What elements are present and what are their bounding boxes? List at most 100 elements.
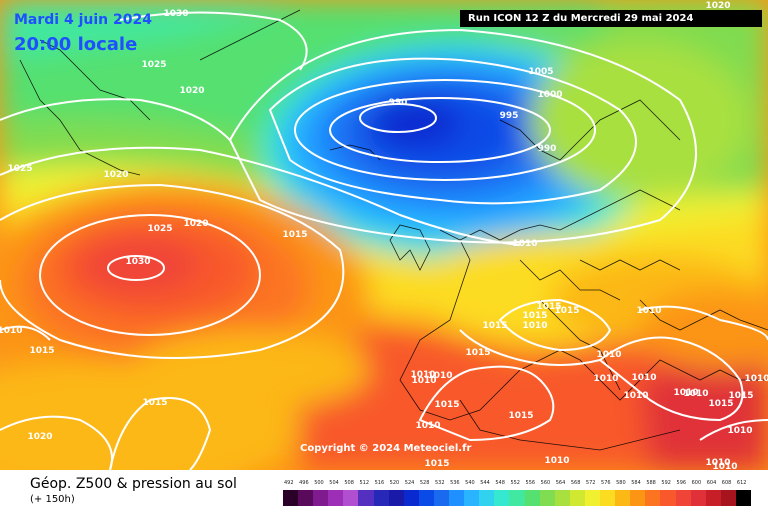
legend-tick-label: 520 <box>389 480 400 486</box>
forecast-date: Mardi 4 juin 2024 <box>14 12 152 28</box>
isobar-label: 1015 <box>522 311 547 321</box>
isobar-label: 1020 <box>705 1 730 11</box>
legend-tick-label: 540 <box>465 480 475 486</box>
isobar-label: 1020 <box>103 170 128 180</box>
legend-tick-label: 564 <box>555 480 566 486</box>
legend-color-cell <box>479 490 495 506</box>
isobar-label: 1015 <box>142 398 167 408</box>
legend-color-cell <box>630 490 646 506</box>
legend-color-cell <box>343 490 359 506</box>
isobar-label: 1025 <box>141 60 166 70</box>
isobar-label: 1015 <box>728 391 753 401</box>
legend-color-cell <box>313 490 329 506</box>
legend-color-cell <box>358 490 375 506</box>
legend-color-cell <box>524 490 541 506</box>
isobar-label: 1010 <box>712 462 737 470</box>
z500-color-field: 1030 1020 1025 1020 1005 1000 990 995 990 1025 102… <box>0 0 768 470</box>
isobar-label: 1010 <box>427 371 452 381</box>
isobar-label: 1010 <box>673 388 698 398</box>
legend-tick-label: 576 <box>601 480 611 486</box>
legend-color-cell <box>403 490 420 506</box>
isobar-label: 1010 <box>705 458 730 468</box>
legend-tick-label: 592 <box>661 480 671 486</box>
legend-tick-label: 500 <box>314 480 324 486</box>
isobar-label: 1015 <box>282 230 307 240</box>
legend-color-cell <box>433 490 450 506</box>
isobar-label: 1015 <box>536 302 561 312</box>
legend-color-cell <box>675 490 692 506</box>
forecast-lead-time: (+ 150h) <box>30 494 75 505</box>
legend-color-cell <box>705 490 722 506</box>
legend-tick-label: 552 <box>510 480 520 486</box>
isobar-label: 1010 <box>410 370 435 380</box>
legend-tick-label: 512 <box>359 480 370 486</box>
legend-color-cell <box>283 490 299 506</box>
legend-tick-label: 516 <box>374 480 385 486</box>
isobar-label: 1010 <box>596 350 621 360</box>
isobar-label: 1010 <box>744 374 768 384</box>
legend-tick-label: 568 <box>570 480 581 486</box>
legend-color-cell <box>464 490 480 506</box>
isobar-label: 1010 <box>631 373 656 383</box>
legend-color-cell <box>388 490 405 506</box>
isobar-label: 1015 <box>708 399 733 409</box>
legend-tick-label: 528 <box>419 480 430 486</box>
legend-tick-label: 580 <box>616 480 626 486</box>
model-run-banner: Run ICON 12 Z du Mercredi 29 mai 2024 <box>460 10 762 27</box>
legend-color-cell <box>298 490 314 506</box>
legend-color-cell <box>509 490 526 506</box>
product-title: Géop. Z500 & pression au sol <box>30 476 237 492</box>
isobar-label: 1010 <box>0 326 23 336</box>
isobar-label: 1010 <box>727 426 752 436</box>
isobar-label: 1010 <box>411 376 436 386</box>
isobar-label: 1020 <box>179 86 204 96</box>
legend-tick-label: 508 <box>344 480 354 486</box>
legend-tick-label: 572 <box>585 480 596 486</box>
isobar-label: 1010 <box>636 306 661 316</box>
legend-tick-label: 560 <box>540 480 551 486</box>
legend-tick-label: 596 <box>676 480 687 486</box>
color-scale-legend: 492 496 500 504 508 512 516 520 524 528 532 536 540 5… <box>283 470 752 512</box>
isobar-label: 995 <box>500 111 519 121</box>
legend-tick-label: 504 <box>329 480 339 486</box>
isobar-label: 1015 <box>554 306 579 316</box>
isobar-label: 1015 <box>465 348 490 358</box>
isobar-label: 1015 <box>434 400 459 410</box>
geopotential-map: 1030 1020 1025 1020 1005 1000 990 995 990 1025 102… <box>0 0 768 470</box>
legend-tick-label: 584 <box>631 480 641 486</box>
isobar-label: 990 <box>538 144 557 154</box>
legend-tick-label: 600 <box>691 480 702 486</box>
isobar-label: 1015 <box>482 321 507 331</box>
legend-color-cell <box>660 490 676 506</box>
legend-color-cell <box>554 490 571 506</box>
isobar-label: 1010 <box>593 374 618 384</box>
legend-color-cell <box>615 490 631 506</box>
coastlines <box>19 9 768 451</box>
legend-tick-label: 496 <box>299 480 309 486</box>
legend-color-cell <box>539 490 556 506</box>
isobar-label: 1010 <box>415 421 440 431</box>
legend-tick-label: 588 <box>646 480 656 486</box>
legend-tick-label: 524 <box>404 480 415 486</box>
copyright-text: Copyright © 2024 Meteociel.fr <box>300 443 472 454</box>
isobar-label: 1020 <box>27 432 52 442</box>
footer-bar: Géop. Z500 & pression au sol (+ 150h) 49… <box>0 470 768 512</box>
isobar-label: 990 <box>389 98 408 108</box>
isobar-label: 1010 <box>512 239 537 249</box>
legend-color-cell <box>735 490 752 506</box>
legend-color-cell <box>584 490 601 506</box>
isobar-label: 1015 <box>508 411 533 421</box>
isobar-lines <box>0 11 768 470</box>
legend-tick-label: 544 <box>480 480 490 486</box>
legend-tick-label: 604 <box>706 480 717 486</box>
isobar-label: 1020 <box>183 219 208 229</box>
legend-color-cell <box>449 490 465 506</box>
isobar-label: 1010 <box>623 391 648 401</box>
isobar-label: 1010 <box>683 389 708 399</box>
forecast-time: 20:00 locale <box>14 34 138 55</box>
isobar-label: 1025 <box>7 164 32 174</box>
legend-color-cell <box>328 490 344 506</box>
legend-color-cell <box>373 490 390 506</box>
legend-tick-label: 608 <box>721 480 732 486</box>
